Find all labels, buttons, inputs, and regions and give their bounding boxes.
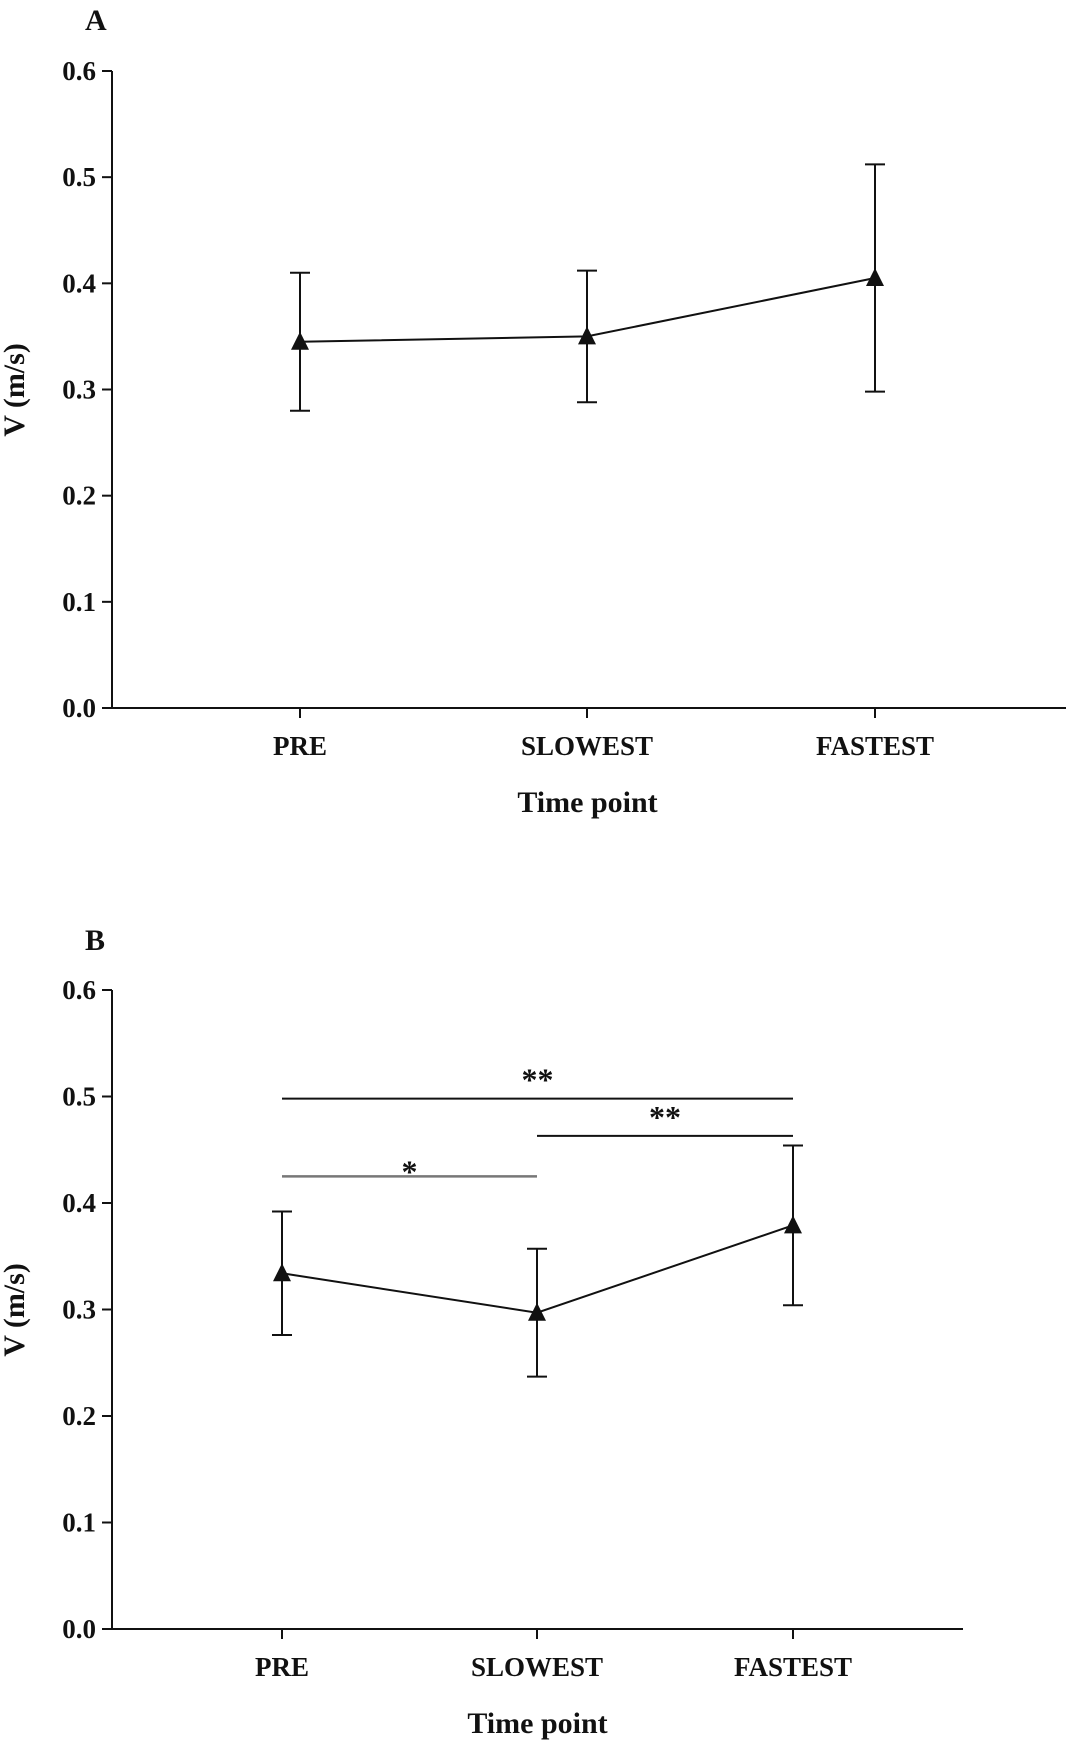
y-axis-title: V (m/s) — [0, 1263, 31, 1357]
y-tick-label: 0.5 — [62, 162, 96, 192]
x-tick-label: PRE — [255, 1652, 309, 1682]
panel-b: B 0.0 0.1 0.2 0.3 0.4 0.5 0.6 PRE SLOWEST FASTEST T… — [0, 924, 963, 1740]
y-tick-label: 0.4 — [62, 1188, 96, 1218]
significance-label: ** — [522, 1062, 554, 1098]
y-tick-label: 0.0 — [62, 1614, 96, 1644]
data-point-marker — [784, 1215, 802, 1234]
x-tick-label: SLOWEST — [471, 1652, 603, 1682]
x-tick-label: PRE — [273, 731, 327, 761]
x-axis-title: Time point — [467, 1707, 607, 1740]
panel-label: A — [85, 4, 107, 37]
data-point-marker — [528, 1302, 546, 1321]
y-tick-label: 0.2 — [62, 481, 96, 511]
significance-label: * — [402, 1153, 418, 1189]
y-axis-title: V (m/s) — [0, 343, 31, 437]
y-tick-label: 0.3 — [62, 1295, 96, 1325]
panel-a: A 0.0 0.1 0.2 0.3 0.4 0.5 0.6 PRE SLOWEST FASTEST T… — [0, 4, 1066, 819]
x-axis-title: Time point — [517, 786, 657, 819]
y-tick-label: 0.2 — [62, 1401, 96, 1431]
data-point-marker — [291, 331, 309, 350]
y-tick-label: 0.5 — [62, 1082, 96, 1112]
y-tick-label: 0.0 — [62, 693, 96, 723]
x-tick-label: FASTEST — [816, 731, 934, 761]
y-tick-label: 0.1 — [62, 1508, 96, 1538]
y-tick-label: 0.3 — [62, 375, 96, 405]
data-point-marker — [578, 326, 596, 345]
significance-label: ** — [649, 1099, 681, 1135]
panel-label: B — [85, 924, 105, 957]
y-tick-label: 0.6 — [62, 975, 96, 1005]
x-tick-label: FASTEST — [734, 1652, 852, 1682]
y-tick-label: 0.4 — [62, 268, 96, 298]
y-tick-label: 0.1 — [62, 587, 96, 617]
x-tick-label: SLOWEST — [521, 731, 653, 761]
data-point-marker — [273, 1263, 291, 1282]
data-point-marker — [866, 268, 884, 287]
y-tick-label: 0.6 — [62, 56, 96, 86]
